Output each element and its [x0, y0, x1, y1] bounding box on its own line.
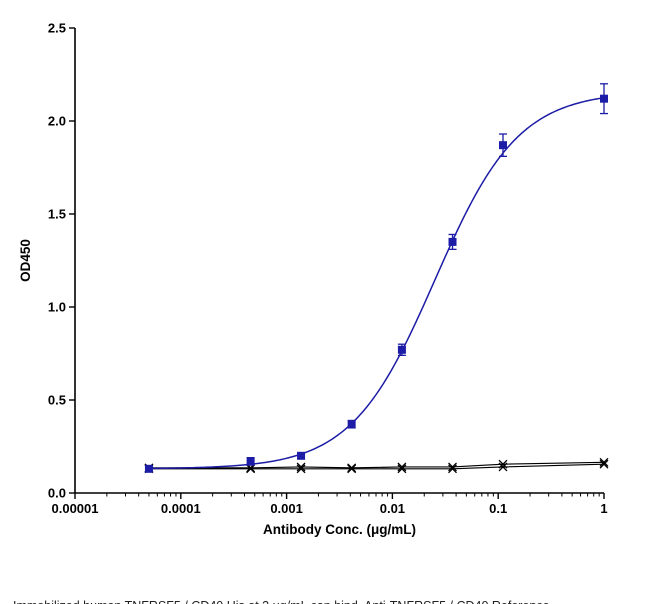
x-tick-label: 0.0001: [161, 501, 201, 516]
y-axis-title: OD450: [18, 239, 33, 282]
data-point-control-1: [397, 464, 407, 474]
x-axis-title: Antibody Conc. (μg/mL): [263, 522, 416, 537]
y-tick-label: 0.5: [48, 393, 66, 408]
data-point-control-1: [246, 464, 256, 474]
figure-caption: Immobilized human TNFRSF5 / CD40 His at …: [0, 555, 658, 604]
x-tick-label: 0.1: [489, 501, 507, 516]
x-tick-label: 0.001: [270, 501, 303, 516]
data-point-control-2: [498, 459, 508, 469]
data-point-control-2: [397, 462, 407, 472]
x-tick-label: 1: [600, 501, 607, 516]
data-point-control-2: [347, 463, 357, 473]
data-point-control-2: [599, 457, 609, 467]
series-line-control-2: [148, 461, 605, 469]
dose-response-chart: 0.00001 0.0001 0.001 0.01 0.1 1 0.0 0.5 1.0 1.5 2.…: [18, 21, 609, 537]
data-point-bleselumab: [498, 141, 507, 150]
data-point-bleselumab: [347, 420, 356, 429]
data-point-bleselumab: [144, 464, 153, 473]
data-point-control-1: [448, 464, 457, 474]
y-tick-label: 1.0: [48, 300, 66, 315]
x-tick-label: 0.00001: [52, 501, 99, 516]
y-tick-label: 2.0: [48, 114, 66, 129]
x-tick-label: 0.01: [380, 501, 405, 516]
y-tick-label: 0.0: [48, 486, 66, 501]
data-point-bleselumab: [397, 345, 406, 354]
data-point-bleselumab: [448, 237, 457, 246]
caption-line-1: Immobilized human TNFRSF5 / CD40 His at …: [13, 598, 646, 604]
fit-curve-bleselumab: [148, 96, 605, 470]
y-tick-label: 2.5: [48, 21, 66, 36]
data-point-bleselumab: [246, 457, 255, 466]
data-point-control-1: [599, 459, 609, 469]
data-point-control-2: [296, 462, 306, 472]
y-tick-label: 1.5: [48, 207, 66, 222]
data-point-control-1: [296, 464, 306, 474]
data-point-bleselumab: [297, 451, 306, 460]
data-point-control-1: [347, 464, 357, 474]
data-point-control-2: [448, 462, 457, 472]
data-point-bleselumab: [600, 94, 608, 103]
series-line-control-1: [148, 463, 605, 470]
